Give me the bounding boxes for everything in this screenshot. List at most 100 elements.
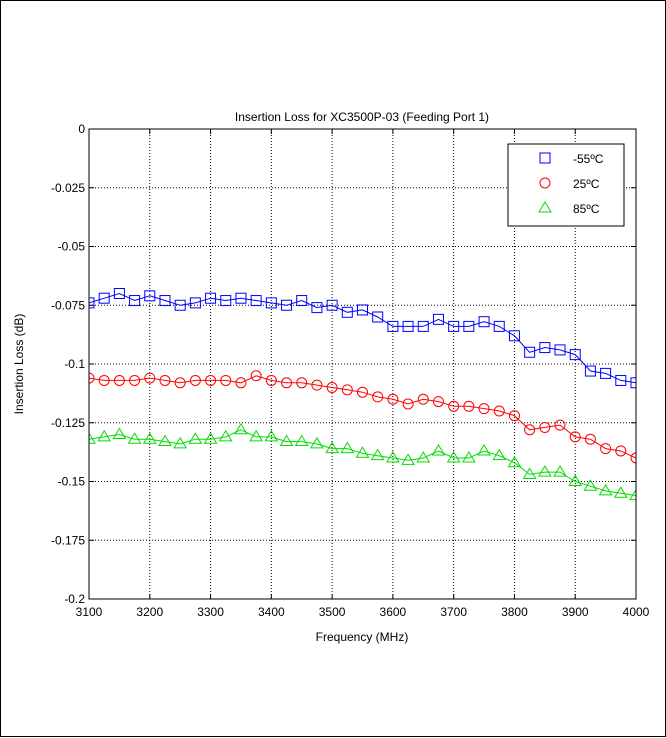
data-point xyxy=(296,295,308,307)
data-point xyxy=(235,292,247,304)
chart-title: Insertion Loss for XC3500P-03 (Feeding P… xyxy=(235,110,489,124)
data-point xyxy=(402,320,414,332)
data-point xyxy=(341,384,353,396)
data-point xyxy=(554,344,566,356)
series-2 xyxy=(89,370,636,464)
data-point xyxy=(174,377,186,389)
data-point xyxy=(478,316,490,328)
series-layer xyxy=(89,288,636,501)
x-tick-label: 4000 xyxy=(623,605,650,619)
data-point xyxy=(492,448,507,461)
data-point xyxy=(355,446,370,458)
data-point xyxy=(569,349,581,361)
x-tick-label: 3700 xyxy=(440,605,467,619)
y-tick-label: -0.05 xyxy=(58,240,86,254)
data-point xyxy=(569,431,581,443)
data-point xyxy=(387,393,399,405)
data-point xyxy=(265,297,277,309)
data-point xyxy=(281,299,293,311)
y-tick-label: -0.025 xyxy=(51,181,85,195)
data-point xyxy=(431,443,446,456)
data-point xyxy=(568,474,583,486)
data-point xyxy=(174,299,186,311)
data-point xyxy=(417,320,429,332)
data-point xyxy=(281,377,293,389)
data-point xyxy=(432,313,444,325)
data-point xyxy=(249,429,264,442)
x-axis-label: Frequency (MHz) xyxy=(316,630,409,644)
data-point xyxy=(508,410,520,422)
data-point xyxy=(508,330,520,342)
data-point xyxy=(463,320,475,332)
data-point xyxy=(478,403,490,415)
series-line xyxy=(89,375,636,459)
data-point xyxy=(129,295,141,307)
legend-marker xyxy=(539,152,551,164)
data-point xyxy=(129,374,141,386)
data-point xyxy=(325,441,339,454)
data-point xyxy=(173,436,188,449)
data-point xyxy=(250,295,262,307)
data-point xyxy=(264,429,279,442)
data-point xyxy=(537,465,552,477)
data-point xyxy=(127,432,142,444)
data-point xyxy=(235,377,247,389)
data-point xyxy=(310,436,324,449)
x-axis: 3100 3200 3300 3400 3500 3600 3700 3800 3900 4000 xyxy=(76,129,650,619)
y-axis-label: Insertion Loss (dB) xyxy=(12,314,26,415)
y-tick-label: -0.175 xyxy=(51,533,85,547)
data-point xyxy=(159,295,171,307)
data-point xyxy=(386,451,400,463)
data-point xyxy=(326,299,338,311)
data-point xyxy=(553,465,567,477)
data-point xyxy=(205,374,217,386)
data-point xyxy=(97,429,112,442)
data-point xyxy=(311,302,323,314)
data-point xyxy=(507,455,522,468)
legend-marker xyxy=(539,177,551,189)
data-point xyxy=(522,467,537,479)
data-point xyxy=(615,374,627,386)
y-tick-label: -0.15 xyxy=(58,475,86,489)
data-point xyxy=(357,304,368,316)
data-point xyxy=(89,432,96,444)
data-point xyxy=(372,311,384,323)
data-point xyxy=(629,488,636,501)
legend-marker xyxy=(538,201,552,213)
data-point xyxy=(326,382,338,393)
data-point xyxy=(615,445,627,457)
data-point xyxy=(524,424,536,436)
x-tick-label: 3100 xyxy=(76,605,103,619)
data-point xyxy=(220,295,232,307)
legend-label: 25ºC xyxy=(573,177,600,191)
data-point xyxy=(311,379,323,391)
x-tick-label: 3500 xyxy=(319,605,346,619)
y-tick-label: -0.1 xyxy=(64,357,85,371)
y-axis: 0 -0.025 -0.05 -0.075 -0.1 -0.125 -0.15 -0.175 -… xyxy=(51,122,636,606)
y-tick-label: -0.125 xyxy=(51,416,85,430)
data-point xyxy=(401,453,415,465)
data-point xyxy=(554,419,566,431)
data-point xyxy=(630,452,636,464)
data-point xyxy=(598,483,613,496)
data-point xyxy=(417,393,429,405)
data-point xyxy=(89,297,95,309)
data-point xyxy=(205,292,217,304)
x-tick-label: 3200 xyxy=(136,605,163,619)
data-point xyxy=(218,429,233,442)
legend-label: 85ºC xyxy=(573,202,600,216)
legend-box xyxy=(507,143,625,227)
data-point xyxy=(448,400,460,412)
series-1 xyxy=(89,288,636,389)
data-point xyxy=(370,448,385,461)
data-point xyxy=(493,405,505,417)
data-point xyxy=(159,374,171,386)
data-point xyxy=(144,290,156,302)
data-point xyxy=(296,377,308,389)
data-point xyxy=(461,451,476,463)
x-tick-label: 3900 xyxy=(562,605,589,619)
y-tick-label: -0.2 xyxy=(64,592,85,606)
data-point xyxy=(613,486,628,498)
legend-label: -55ºC xyxy=(573,152,604,166)
data-point xyxy=(98,292,110,304)
